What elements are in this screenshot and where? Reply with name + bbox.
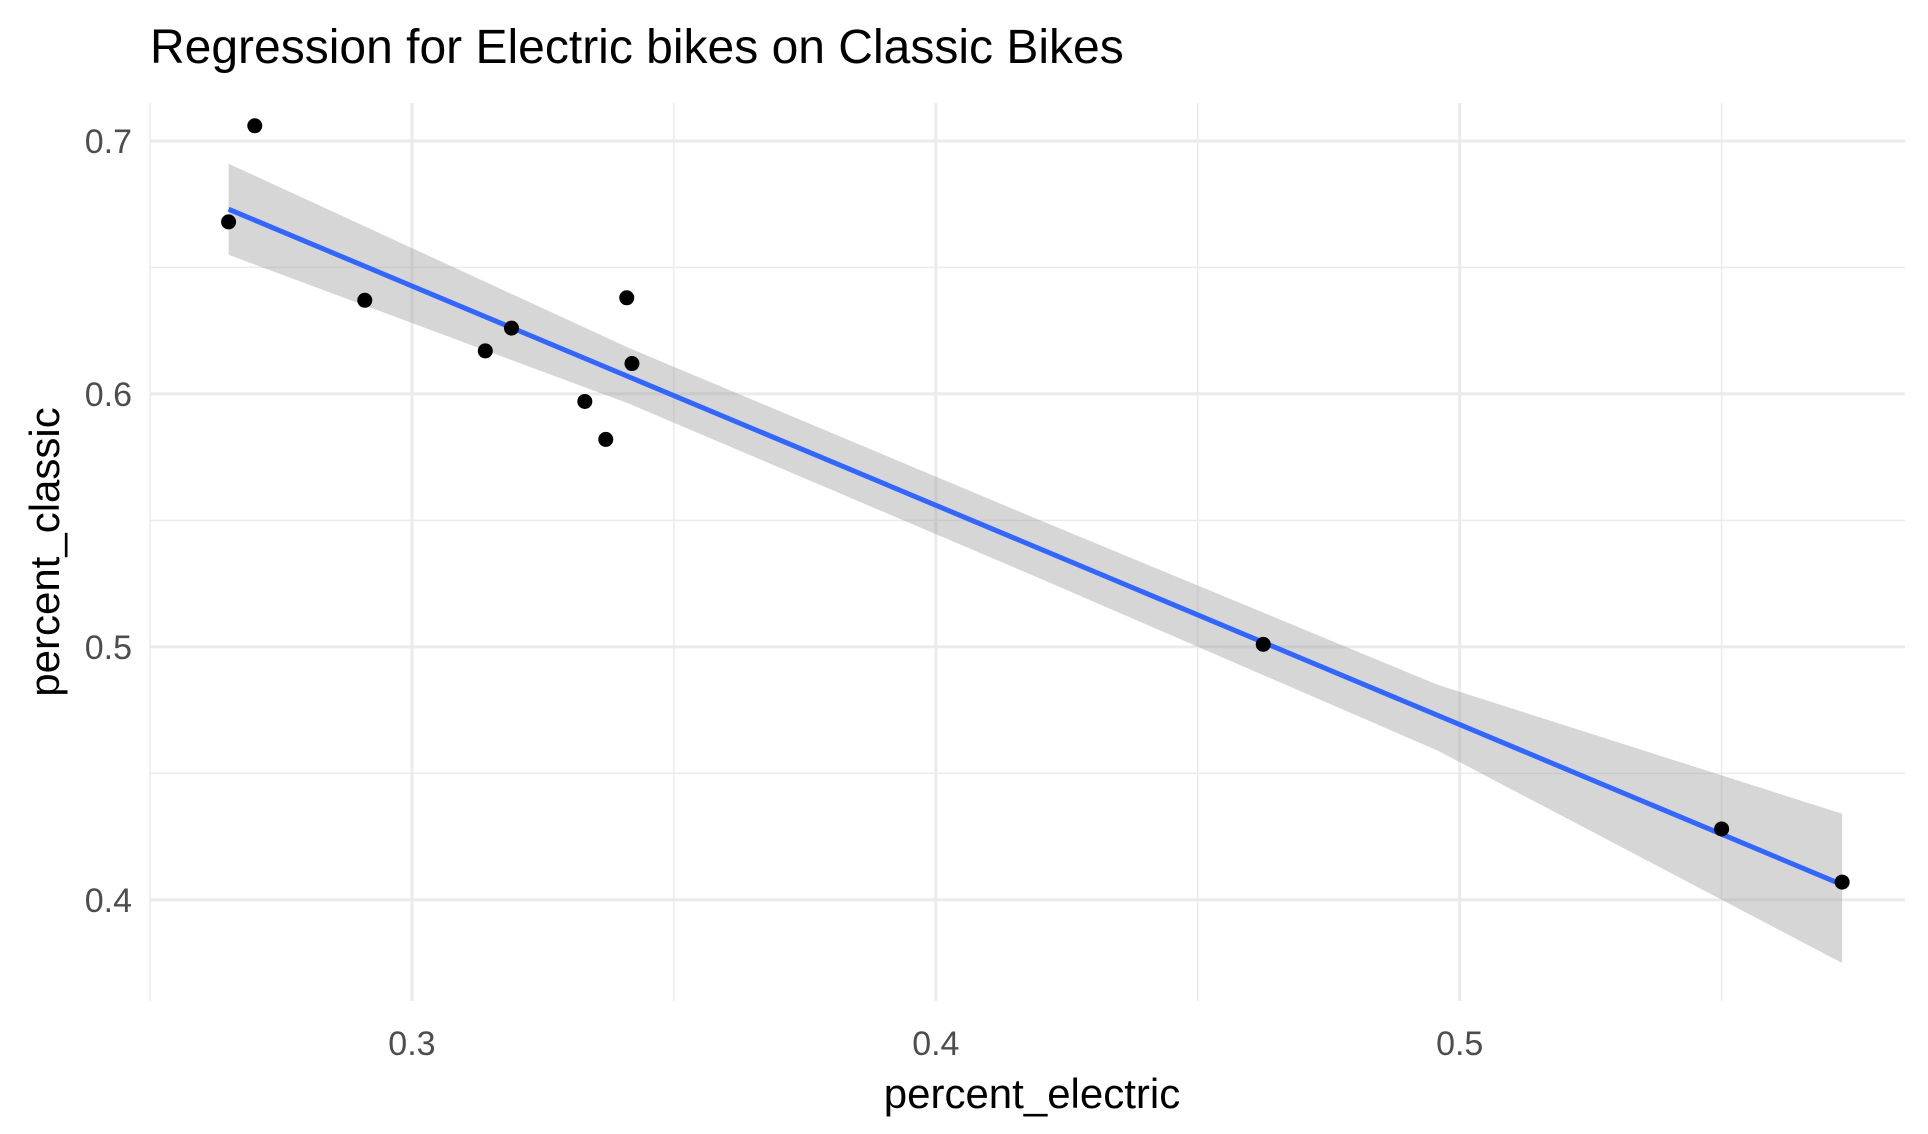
scatter-points-layer (221, 118, 1850, 890)
y-tick-label: 0.6 (85, 376, 132, 414)
regression-line-layer (227, 206, 1844, 887)
data-point (221, 214, 237, 230)
data-point (577, 393, 593, 409)
x-tick-label: 0.5 (1436, 1025, 1483, 1063)
data-point (503, 320, 519, 336)
data-point (598, 431, 614, 447)
confidence-band-layer (228, 163, 1843, 964)
chart-title: Regression for Electric bikes on Classic… (150, 21, 1124, 74)
major-gridlines (150, 103, 1905, 1001)
x-tick-label: 0.4 (912, 1025, 959, 1063)
x-axis-tick-labels: 0.3 0.4 0.5 (388, 1025, 1483, 1063)
confidence-band (228, 163, 1843, 964)
data-point (1834, 874, 1850, 890)
data-point (357, 292, 373, 308)
regression-line (227, 206, 1844, 887)
data-point (247, 118, 263, 134)
data-point (624, 356, 640, 372)
data-point (1714, 821, 1730, 837)
y-axis-tick-labels: 0.4 0.5 0.6 0.7 (85, 123, 132, 920)
x-axis-title: percent_electric (884, 1070, 1180, 1117)
minor-gridlines (149, 103, 1905, 1001)
y-tick-label: 0.4 (85, 882, 132, 920)
data-point (619, 290, 635, 306)
y-axis-title: percent_classic (21, 407, 68, 696)
y-tick-label: 0.5 (85, 629, 132, 667)
y-tick-label: 0.7 (85, 123, 132, 161)
data-point (477, 343, 493, 359)
x-tick-label: 0.3 (388, 1025, 435, 1063)
data-point (1255, 636, 1271, 652)
